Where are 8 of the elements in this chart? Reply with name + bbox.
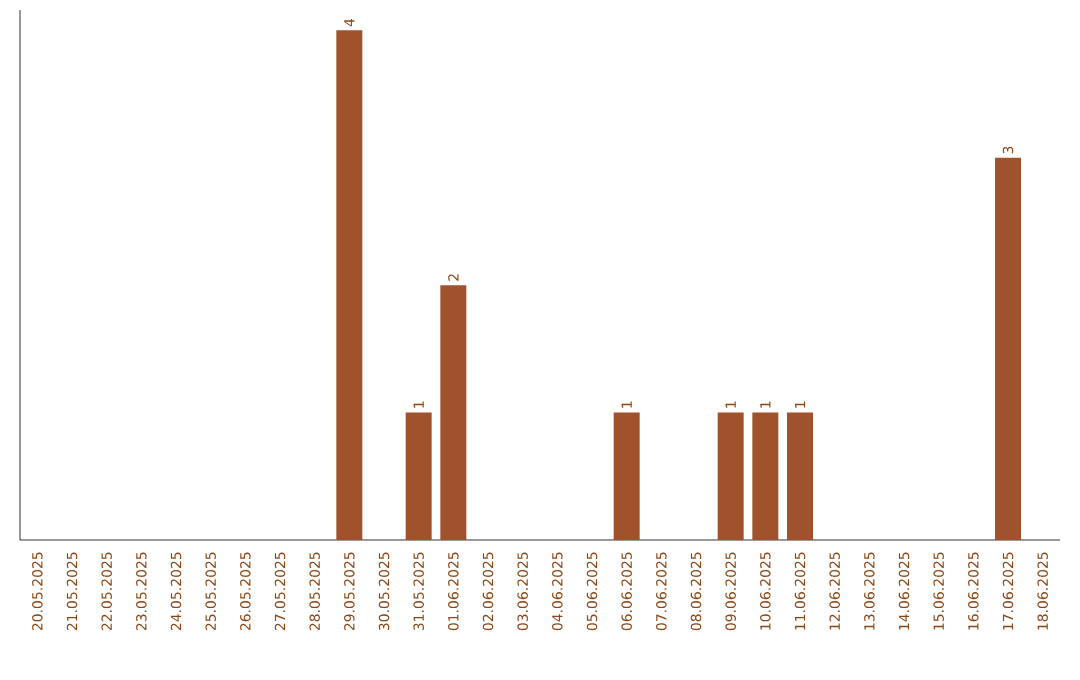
bar xyxy=(717,412,744,540)
bar xyxy=(336,30,363,540)
bar xyxy=(752,412,779,540)
bar xyxy=(440,285,467,540)
bar xyxy=(787,412,814,540)
bar xyxy=(995,157,1022,540)
bar xyxy=(613,412,640,540)
bar xyxy=(405,412,432,540)
